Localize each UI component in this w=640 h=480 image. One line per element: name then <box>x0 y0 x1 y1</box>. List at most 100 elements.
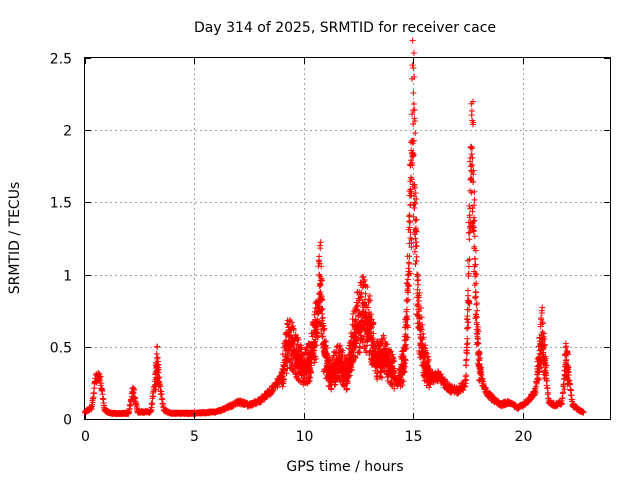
x-tick-label: 15 <box>405 429 423 445</box>
data-point <box>319 305 326 312</box>
data-point <box>469 145 476 152</box>
data-point <box>98 380 105 387</box>
data-point <box>474 307 481 314</box>
data-point <box>157 383 164 390</box>
data-point <box>317 289 324 296</box>
data-point <box>473 300 480 307</box>
data-point <box>405 283 412 290</box>
data-point <box>298 344 305 351</box>
data-point <box>153 350 160 357</box>
data-point <box>412 130 419 137</box>
data-point <box>464 325 471 332</box>
data-point <box>464 313 471 320</box>
data-point <box>90 390 97 397</box>
data-point <box>406 219 413 226</box>
data-point <box>355 348 362 355</box>
x-tick-label: 20 <box>515 429 533 445</box>
data-point <box>156 374 163 381</box>
data-point <box>415 276 422 283</box>
data-point <box>353 307 360 314</box>
data-point <box>283 370 290 377</box>
data-point <box>404 298 411 305</box>
data-point <box>353 340 360 347</box>
data-point <box>348 366 355 373</box>
data-point <box>347 363 354 370</box>
data-point <box>413 243 420 250</box>
data-point <box>352 316 359 323</box>
data-point <box>356 349 363 356</box>
data-point <box>95 370 102 377</box>
data-point <box>308 362 315 369</box>
data-point <box>414 277 421 284</box>
data-point <box>295 336 302 343</box>
data-point <box>155 375 162 382</box>
data-point <box>410 100 417 107</box>
data-point <box>409 62 416 69</box>
data-point <box>318 306 325 313</box>
data-point <box>346 372 353 379</box>
data-point <box>413 216 420 223</box>
data-point <box>280 376 287 383</box>
data-point <box>155 361 162 368</box>
data-point <box>313 355 319 362</box>
data-point <box>463 356 470 363</box>
data-point <box>405 296 412 303</box>
y-tick-label: 2 <box>63 124 72 140</box>
data-point <box>154 344 161 351</box>
data-point <box>306 377 313 384</box>
data-point <box>409 37 416 44</box>
data-point <box>563 343 570 350</box>
data-point <box>412 260 419 267</box>
data-point <box>155 364 162 371</box>
data-point <box>344 380 351 387</box>
data-point <box>468 143 475 150</box>
data-point <box>356 343 363 350</box>
data-point <box>472 273 479 280</box>
data-point <box>358 293 365 300</box>
data-point <box>97 373 104 380</box>
data-point <box>464 350 471 357</box>
data-point <box>362 290 369 297</box>
data-point <box>158 391 165 398</box>
data-point <box>288 319 295 326</box>
data-point <box>466 256 473 263</box>
data-point <box>539 304 546 311</box>
data-point <box>323 344 330 351</box>
data-point <box>318 263 325 270</box>
data-point <box>354 302 361 309</box>
data-point <box>159 395 166 402</box>
data-point <box>290 327 297 334</box>
data-point <box>473 301 480 308</box>
data-point <box>406 218 413 225</box>
data-point <box>316 260 323 267</box>
data-point <box>331 382 338 389</box>
data-point <box>545 389 552 396</box>
data-point <box>319 333 326 340</box>
data-point <box>466 306 473 313</box>
data-point <box>463 362 470 369</box>
data-point <box>319 277 326 284</box>
y-axis-label: SRMTID / TECUs <box>7 182 23 295</box>
data-point <box>150 393 157 400</box>
data-point <box>472 255 479 262</box>
data-point <box>471 233 478 240</box>
y-tick-label: 1.5 <box>50 196 72 212</box>
data-point <box>350 310 357 317</box>
data-point <box>322 338 329 345</box>
data-point <box>320 327 327 334</box>
data-point <box>294 341 301 348</box>
data-point <box>464 292 471 299</box>
data-point <box>464 340 471 347</box>
y-tick-label: 1 <box>63 269 72 285</box>
data-point <box>464 287 471 294</box>
data-point <box>464 257 471 264</box>
data-point <box>319 296 326 303</box>
data-point <box>367 297 374 304</box>
data-point <box>377 373 384 380</box>
data-point <box>463 372 470 379</box>
data-point <box>319 314 326 321</box>
data-point <box>316 253 323 260</box>
data-point <box>471 188 478 195</box>
x-tick-label: 5 <box>190 429 199 445</box>
